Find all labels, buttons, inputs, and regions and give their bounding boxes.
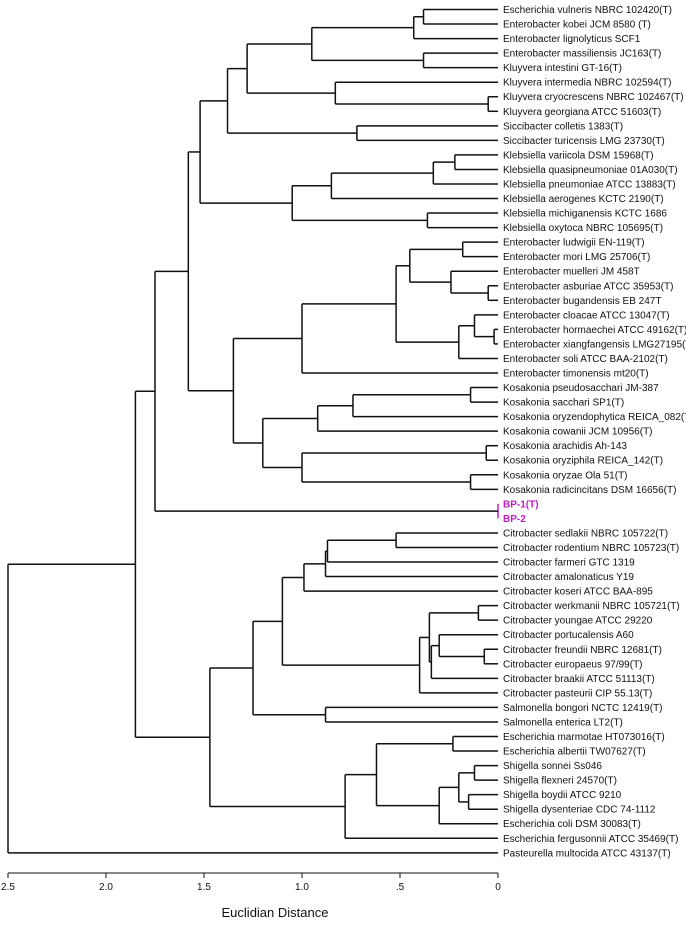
x-tick-label: .5 (396, 882, 405, 893)
leaf-label: Escherichia vulneris NBRC 102420(T) (503, 5, 672, 16)
leaf-label: Kluyvera intestini GT-16(T) (503, 63, 622, 74)
leaf-label: Klebsiella pneumoniae ATCC 13883(T) (503, 179, 676, 190)
leaf-label: Klebsiella oxytoca NBRC 105695(T) (503, 223, 663, 234)
leaf-label: Citrobacter pasteurii CIP 55.13(T) (503, 688, 652, 699)
leaf-label: Enterobacter soli ATCC BAA-2102(T) (503, 354, 668, 365)
leaf-label: Kosakonia pseudosacchari JM-387 (503, 383, 659, 394)
leaf-label: Citrobacter rodentium NBRC 105723(T) (503, 543, 679, 554)
leaf-label: Enterobacter hormaechei ATCC 49162(T) (503, 325, 686, 336)
leaf-label: Salmonella bongori NCTC 12419(T) (503, 703, 663, 714)
leaf-label: Enterobacter cloacae ATCC 13047(T) (503, 310, 670, 321)
leaf-label: Salmonella enterica LT2(T) (503, 717, 623, 728)
leaf-label: Citrobacter portucalensis A60 (503, 630, 634, 641)
leaf-label: Pasteurella multocida ATCC 43137(T) (503, 848, 671, 859)
leaf-label: Siccibacter turicensis LMG 23730(T) (503, 136, 665, 147)
leaf-label: Kosakonia oryzendophytica REICA_082(T) (503, 412, 686, 423)
leaf-label: Klebsiella quasipneumoniae 01A030(T) (503, 165, 678, 176)
leaf-label: Enterobacter timonensis mt20(T) (503, 369, 649, 380)
leaf-label: Kosakonia radicincitans DSM 16656(T) (503, 485, 676, 496)
leaf-label: BP-2 (503, 514, 526, 525)
leaf-label: Kluyvera georgiana ATCC 51603(T) (503, 107, 661, 118)
leaf-label: Shigella sonnei Ss046 (503, 761, 602, 772)
leaf-label: Enterobacter lignolyticus SCF1 (503, 34, 641, 45)
leaf-label: Klebsiella aerogenes KCTC 2190(T) (503, 194, 664, 205)
x-tick-label: 2.0 (99, 882, 113, 893)
leaf-label: Shigella boydii ATCC 9210 (503, 790, 622, 801)
leaf-label: Enterobacter kobei JCM 8580 (T) (503, 20, 651, 31)
leaf-label: Escherichia fergusonnii ATCC 35469(T) (503, 834, 678, 845)
leaf-label: Escherichia albertii TW07627(T) (503, 747, 646, 758)
leaf-label: Enterobacter muelleri JM 458T (503, 267, 640, 278)
leaf-label: Enterobacter asburiae ATCC 35953(T) (503, 281, 673, 292)
leaf-label: Kluyvera cryocrescens NBRC 102467(T) (503, 92, 684, 103)
leaf-label: Enterobacter ludwigii EN-119(T) (503, 238, 645, 249)
x-axis-label: Euclidian Distance (222, 905, 329, 920)
leaf-label: Kosakonia cowanii JCM 10956(T) (503, 427, 653, 438)
leaf-label: Citrobacter youngae ATCC 29220 (503, 616, 653, 627)
leaf-label: Siccibacter colletis 1383(T) (503, 121, 623, 132)
leaf-label: Kosakonia arachidis Ah-143 (503, 441, 627, 452)
leaf-label: Shigella flexneri 24570(T) (503, 776, 617, 787)
leaf-label: Klebsiella michiganensis KCTC 1686 (503, 209, 667, 220)
leaf-label: Citrobacter sedlakii NBRC 105722(T) (503, 528, 668, 539)
leaf-label: BP-1(T) (503, 499, 539, 510)
leaf-label: Citrobacter werkmanii NBRC 105721(T) (503, 601, 680, 612)
leaf-label: Kosakonia oryzae Ola 51(T) (503, 470, 628, 481)
x-axis: 2.5 2.0 1.5 1.0 .5 0 (1, 872, 501, 893)
leaf-label: Shigella dysenteriae CDC 74-1112 (503, 805, 656, 816)
leaf-label: Enterobacter mori LMG 25706(T) (503, 252, 650, 263)
leaf-label: Citrobacter farmeri GTC 1319 (503, 558, 635, 569)
leaf-label: Klebsiella variicola DSM 15968(T) (503, 150, 654, 161)
leaf-label: Citrobacter freundii NBRC 12681(T) (503, 645, 662, 656)
leaf-label: Escherichia coli DSM 30083(T) (503, 819, 641, 830)
leaf-label: Kluyvera intermedia NBRC 102594(T) (503, 78, 671, 89)
x-tick-label: 0 (495, 882, 501, 893)
leaf-label: Enterobacter bugandensis EB 247T (503, 296, 661, 307)
x-tick-label: 1.5 (197, 882, 211, 893)
dendrogram-branches (7, 8, 499, 854)
leaf-label: Citrobacter braakii ATCC 51113(T) (503, 674, 655, 685)
x-tick-label: 1.0 (295, 882, 309, 893)
leaf-label: Kosakonia oryziphila REICA_142(T) (503, 456, 663, 467)
leaf-labels: Escherichia vulneris NBRC 102420(T) Enter… (503, 5, 686, 859)
x-tick-label: 2.5 (1, 882, 15, 893)
leaf-label: Enterobacter xiangfangensis LMG27195(T) (503, 339, 686, 350)
leaf-label: Escherichia marmotae HT073016(T) (503, 732, 665, 743)
leaf-label: Enterobacter massiliensis JC163(T) (503, 49, 661, 60)
leaf-label: Citrobacter koseri ATCC BAA-895 (503, 587, 653, 598)
leaf-label: Citrobacter amalonaticus Y19 (503, 572, 634, 583)
leaf-label: Citrobacter europaeus 97/99(T) (503, 659, 643, 670)
leaf-label: Kosakonia sacchari SP1(T) (503, 398, 624, 409)
